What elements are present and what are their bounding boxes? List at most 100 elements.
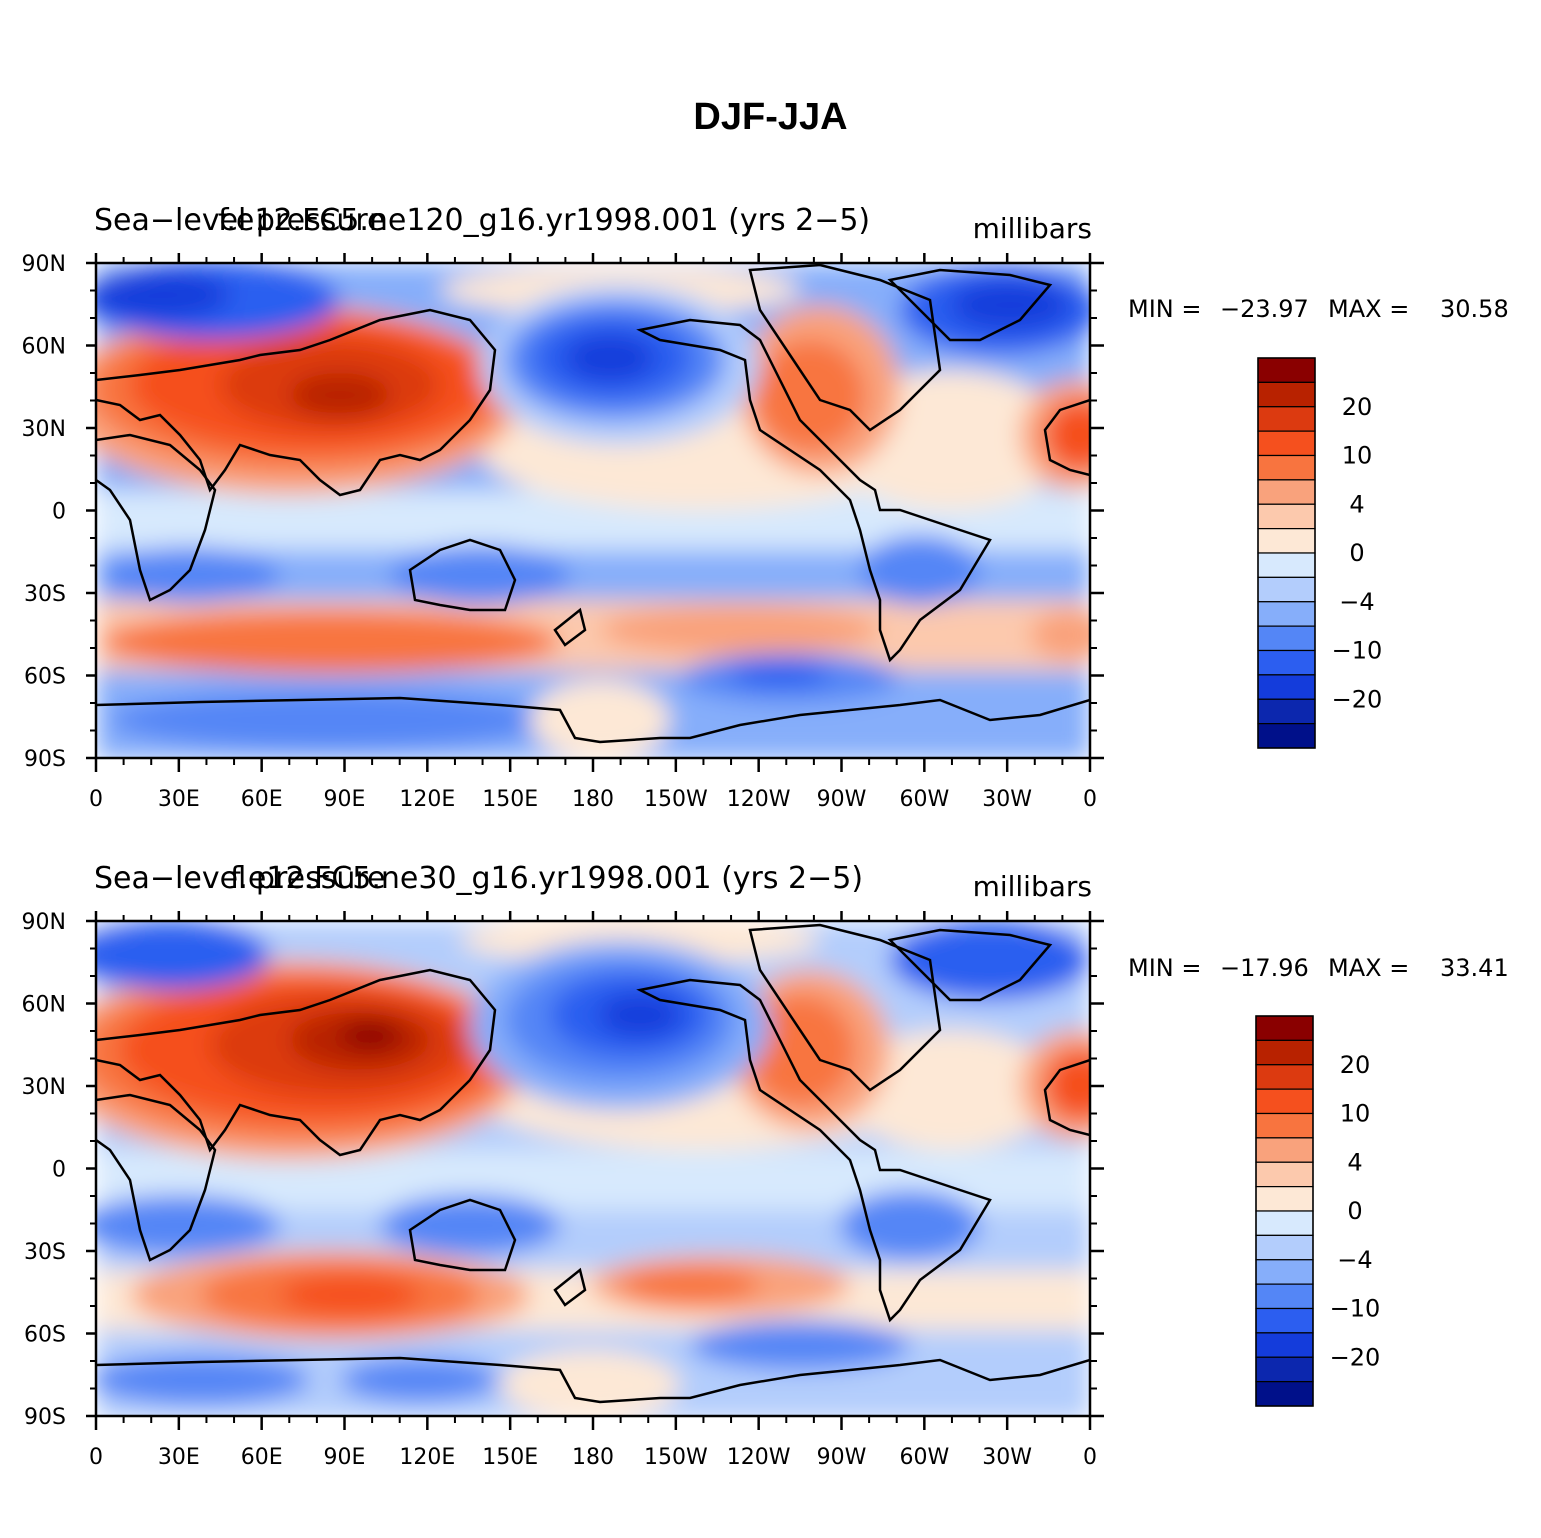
colorbar-swatch [1258,602,1315,626]
colorbar-swatch [1258,724,1315,748]
colorbar-swatch [1256,1260,1313,1284]
colorbar-label: 0 [1349,539,1364,567]
lat-tick-label: 60N [22,335,66,360]
lat-tick-label: 90S [24,1405,66,1430]
colorbar-swatch [1258,675,1315,699]
colorbar-swatch [1256,1065,1313,1089]
colorbar-label: −20 [1332,685,1383,713]
colorbar-swatch [1256,1114,1313,1138]
lon-tick-label: 30E [158,1445,200,1470]
colorbar-swatch [1256,1309,1313,1333]
min-label: MIN = [1128,295,1201,323]
colorbar-label: −10 [1332,637,1383,665]
lon-tick-label: 0 [1083,1445,1097,1470]
lon-tick-label: 30W [982,1445,1032,1470]
lon-tick-label: 60W [899,1445,949,1470]
lon-tick-label: 30W [982,787,1032,812]
lat-tick-label: 60S [24,1323,66,1348]
colorbar-label: −20 [1330,1343,1381,1371]
panel-units-label: millibars [973,212,1092,245]
lat-tick-label: 90N [22,252,66,277]
colorbar-swatch [1256,1089,1313,1113]
lat-tick-label: 0 [52,1158,66,1183]
lon-tick-label: 90E [324,1445,366,1470]
figure-title: DJF-JJA [0,96,1541,139]
max-label: MAX = [1328,295,1409,323]
lon-tick-label: 150E [482,787,538,812]
lat-tick-label: 90S [24,747,66,772]
map-panel-ne120: Sea−level pressure f.e12.FC5.ne120_g16.y… [0,190,1541,850]
lon-tick-label: 90W [817,1445,867,1470]
panel-units-label: millibars [973,870,1092,903]
map-panel-ne30: Sea−level pressure f.e12.FC5.ne30_g16.yr… [0,850,1541,1510]
colorbar-label: 4 [1349,490,1364,518]
lon-tick-label: 180 [572,1445,614,1470]
colorbar-label: 10 [1342,442,1373,470]
colorbar-swatch [1258,577,1315,601]
lon-tick-label: 120E [399,787,455,812]
lon-tick-label: 0 [1083,787,1097,812]
lon-tick-label: 60E [241,787,283,812]
lon-tick-label: 150W [644,1445,708,1470]
min-value: −17.96 [1220,954,1309,982]
colorbar-swatch [1258,407,1315,431]
min-value: −23.97 [1220,295,1309,323]
colorbar-label: −4 [1339,588,1374,616]
lat-tick-label: 30N [22,417,66,442]
lon-tick-label: 150W [644,787,708,812]
colorbar-swatch [1258,553,1315,577]
colorbar-swatch [1256,1016,1313,1040]
lat-tick-label: 30N [22,1075,66,1100]
max-value: 33.41 [1440,954,1509,982]
colorbar-swatch [1256,1333,1313,1357]
colorbar-swatch [1256,1187,1313,1211]
colorbar-label: −4 [1337,1246,1372,1274]
colorbar-label: 0 [1347,1197,1362,1225]
colorbar-label: 4 [1347,1148,1362,1176]
lon-tick-label: 120W [727,787,791,812]
colorbar-swatch [1258,358,1315,382]
colorbar-swatch [1256,1162,1313,1186]
lon-tick-label: 150E [482,1445,538,1470]
lat-tick-label: 60S [24,665,66,690]
colorbar-label: 20 [1340,1051,1371,1079]
max-label: MAX = [1328,954,1409,982]
lat-tick-label: 0 [52,500,66,525]
colorbar-swatch [1256,1235,1313,1259]
lat-tick-label: 90N [22,910,66,935]
lat-tick-label: 60N [22,993,66,1018]
colorbar-swatch [1258,431,1315,455]
colorbar-swatch [1258,504,1315,528]
lon-tick-label: 180 [572,787,614,812]
colorbar-swatch [1256,1382,1313,1406]
lon-tick-label: 0 [89,787,103,812]
panel-case-label: f.e12.FC5.ne120_g16.yr1998.001 (yrs 2−5) [218,203,870,238]
colorbar-label: 10 [1340,1100,1371,1128]
colorbar-swatch [1258,651,1315,675]
lon-tick-label: 30E [158,787,200,812]
colorbar-swatch [1258,529,1315,553]
colorbar-swatch [1258,699,1315,723]
colorbar-label: −10 [1330,1295,1381,1323]
colorbar-swatch [1256,1040,1313,1064]
lon-tick-label: 120W [727,1445,791,1470]
colorbar-swatch [1258,480,1315,504]
lon-tick-label: 60E [241,1445,283,1470]
colorbar-swatch [1258,626,1315,650]
colorbar: 20 10 4 0 −4 −10 −20 [1258,358,1382,748]
colorbar-label: 20 [1342,393,1373,421]
colorbar-swatch [1258,382,1315,406]
lat-tick-label: 30S [24,1240,66,1265]
lat-tick-label: 30S [24,582,66,607]
colorbar: 20 10 4 0 −4 −10 −20 [1256,1016,1380,1406]
colorbar-swatch [1256,1357,1313,1381]
colorbar-swatch [1258,456,1315,480]
contour-field [60,260,1130,760]
lon-tick-label: 120E [399,1445,455,1470]
colorbar-swatch [1256,1138,1313,1162]
max-value: 30.58 [1440,295,1509,323]
lon-tick-label: 90E [324,787,366,812]
colorbar-swatch [1256,1211,1313,1235]
panel-case-label: f.e12.FC5.ne30_g16.yr1998.001 (yrs 2−5) [230,861,863,896]
lon-tick-label: 60W [899,787,949,812]
